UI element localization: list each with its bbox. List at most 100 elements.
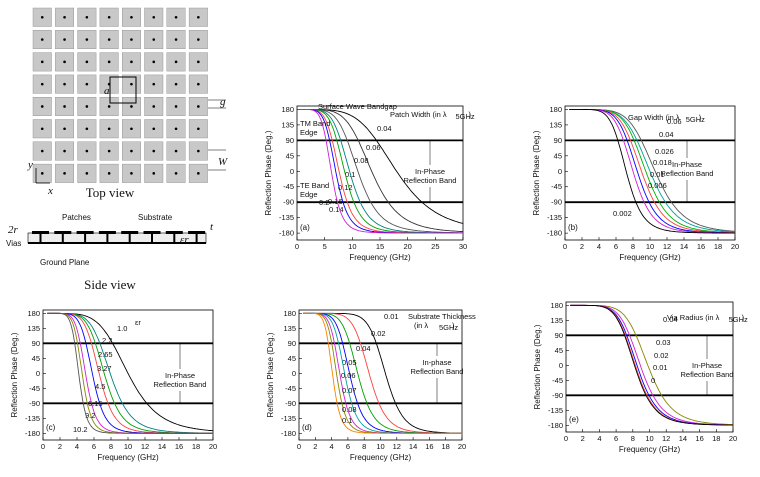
x-tick-label: 10 [646,242,654,251]
side-via [61,234,64,243]
y-tick-label: 135 [27,324,40,333]
series-label: 0.07 [342,386,357,395]
via-dot [174,15,178,19]
y-tick-label: -90 [285,399,296,408]
parameter-subscript: 5GHz [439,323,458,332]
band-label: Reflection Band [681,370,734,379]
via-dot [174,149,178,153]
x-tick-label: 4 [330,442,334,451]
series-label: 0.04 [659,130,674,139]
x-tick-label: 18 [442,442,450,451]
via-dot [197,127,200,131]
band-label: In-phase [422,358,451,367]
via-dot [152,60,156,64]
parameter-label: ) [742,313,745,322]
x-tick-label: 20 [403,242,411,251]
y-tick-label: 45 [554,151,562,160]
series-label: 0.026 [655,147,674,156]
y-tick-label: 0 [36,369,40,378]
via-dot [40,149,44,153]
via-dot [40,127,44,131]
series-label: 0.05 [342,358,357,367]
x-tick-label: 0 [41,442,45,451]
side-patch [121,231,139,234]
y-tick-label: -45 [29,384,40,393]
via-dot [40,105,44,108]
y-tick-label: 0 [559,361,563,370]
via-dot [63,105,66,108]
x-tick-label: 10 [645,434,653,443]
x-axis-label: Frequency (GHz) [350,453,412,462]
side-patch [165,231,183,234]
via-dot [85,105,89,108]
series-label: 3.27 [97,364,112,373]
x-tick-label: 10 [376,442,384,451]
thickness-label: t [210,221,214,233]
y-tick-label: -45 [285,384,296,393]
series-label: 9.2 [85,411,95,420]
parameter-label: Via Radius (in λ [667,313,720,322]
via-dot [130,60,133,64]
parameter-subscript: 5GHz [455,112,474,121]
x-tick-label: 14 [679,434,687,443]
via-dot [85,149,89,153]
band-label: In-Phase [692,361,722,370]
x-tick-label: 16 [175,442,183,451]
via-dot [174,105,178,108]
x-tick-label: 6 [614,242,618,251]
y-tick-label: -135 [281,414,296,423]
y-tick-label: -180 [547,229,562,238]
annotation-label: TE Band [300,181,329,190]
x-tick-label: 0 [564,434,568,443]
side-via [106,234,109,243]
series-label: 0 [651,376,655,385]
substrate-label: Substrate [138,213,173,222]
series-label: 0.002 [613,209,632,218]
series-label: 0.1 [345,170,355,179]
band-label: Reflection Band [404,176,457,185]
x-tick-label: 4 [75,442,79,451]
via-dot [40,172,44,175]
via-dot [152,149,156,153]
y-tick-label: 0 [292,369,296,378]
y-tick-label: 90 [286,136,294,145]
y-tick-label: 180 [550,301,563,310]
via-dot [130,127,133,131]
x-tick-label: 2 [313,442,317,451]
series-label: 0.06 [341,371,356,380]
via-dot [174,38,178,41]
annotation-label: Surface Wave Bandgap [318,102,397,111]
band-label: In-Phase [415,167,445,176]
x-tick-label: 8 [109,442,113,451]
y-tick-label: -180 [548,421,563,430]
band-label: In-Phase [672,160,702,169]
via-dot [174,172,178,175]
via-dot [174,82,178,86]
x-tick-label: 2 [581,434,585,443]
x-tick-label: 12 [663,242,671,251]
via-dot [85,127,89,131]
via-dot [107,172,111,175]
via-dot [197,105,200,108]
x-tick-label: 8 [362,442,366,451]
series-label: 0.08 [354,156,369,165]
panel-label: (e) [569,415,579,424]
band-label: In-Phase [165,371,195,380]
side-via [84,234,87,243]
y-tick-label: 135 [549,120,562,129]
series-label: 0.01 [384,312,399,321]
series-label: 0.04 [377,124,392,133]
x-tick-label: 6 [92,442,96,451]
x-tick-label: 6 [346,442,350,451]
parameter-label: ) [452,321,455,330]
x-tick-label: 5 [323,242,327,251]
y-tick-label: -135 [279,213,294,222]
via-dot [152,15,156,19]
y-tick-label: 135 [550,316,563,325]
side-via [173,234,176,243]
series-label: 0.02 [371,329,386,338]
via-dot [63,149,66,153]
x-tick-label: 18 [712,434,720,443]
